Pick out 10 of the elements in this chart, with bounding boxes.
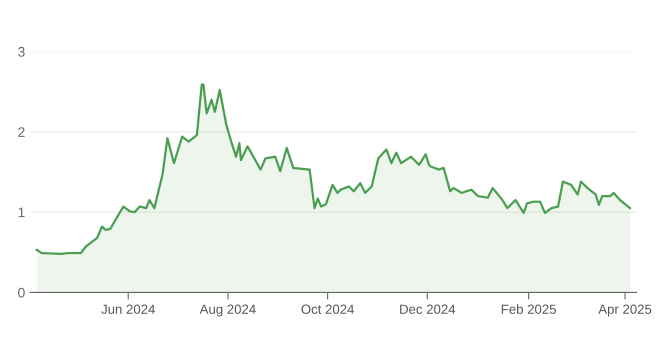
y-tick-label: 1: [18, 208, 25, 218]
x-tick-label: Aug 2024: [200, 304, 256, 317]
x-tick-label: Feb 2025: [502, 304, 556, 314]
x-tick-label: Oct 2024: [301, 304, 354, 314]
y-tick-label: 0: [18, 288, 25, 298]
x-tick-label: Dec 2024: [400, 304, 456, 314]
x-tick-label: Jun 2024: [101, 304, 155, 314]
y-tick-label: 2: [18, 127, 25, 137]
y-tick-label: 3: [18, 46, 25, 57]
x-tick-label: Apr 2025: [598, 304, 652, 317]
